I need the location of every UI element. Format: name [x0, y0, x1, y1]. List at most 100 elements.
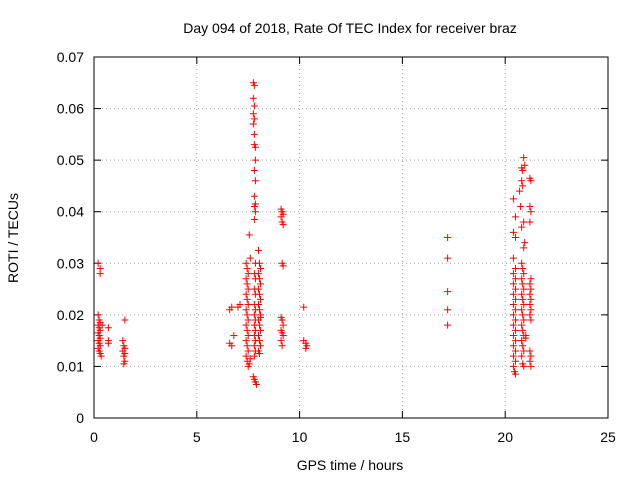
- data-point: [519, 295, 527, 303]
- data-point: [256, 337, 264, 345]
- data-point: [509, 301, 517, 309]
- data-point: [243, 280, 251, 288]
- data-point: [278, 342, 286, 350]
- plot-frame: [93, 56, 609, 419]
- data-point: [509, 321, 517, 329]
- data-point: [279, 221, 287, 229]
- y-axis-label: ROTI / TECUs: [5, 193, 21, 283]
- data-point: [511, 347, 519, 355]
- data-point: [522, 331, 530, 339]
- data-point: [517, 203, 525, 211]
- data-point: [527, 275, 535, 283]
- data-point: [256, 321, 264, 329]
- data-point: [519, 264, 527, 272]
- data-point: [511, 275, 519, 283]
- data-point: [300, 303, 308, 311]
- data-point: [279, 262, 287, 270]
- data-point: [511, 326, 519, 334]
- data-point: [120, 352, 128, 360]
- data-point: [519, 166, 527, 174]
- data-point: [257, 326, 265, 334]
- data-point: [521, 161, 529, 169]
- data-point: [526, 301, 534, 309]
- data-point: [511, 295, 519, 303]
- data-point: [444, 254, 452, 262]
- data-point: [526, 311, 534, 319]
- data-point: [519, 280, 527, 288]
- data-point: [511, 306, 519, 314]
- data-point: [242, 275, 250, 283]
- data-point: [520, 244, 528, 252]
- data-points: [94, 79, 535, 388]
- data-point: [244, 331, 252, 339]
- data-point: [526, 290, 534, 298]
- data-point: [527, 285, 535, 293]
- data-point: [244, 285, 252, 293]
- x-tick-label: 5: [193, 429, 201, 445]
- data-point: [519, 342, 527, 350]
- y-tick-label: 0.07: [57, 49, 84, 65]
- data-point: [520, 270, 528, 278]
- data-point: [242, 259, 250, 267]
- data-point: [251, 177, 259, 185]
- data-point: [520, 154, 528, 162]
- data-point: [242, 290, 250, 298]
- data-point: [254, 331, 262, 339]
- data-point: [251, 208, 259, 216]
- data-point: [511, 234, 519, 241]
- data-point: [257, 295, 265, 303]
- data-point: [121, 316, 129, 324]
- data-point: [254, 246, 262, 254]
- chart-title: Day 094 of 2018, Rate Of TEC Index for r…: [183, 20, 517, 36]
- data-point: [519, 311, 527, 319]
- data-point: [526, 357, 534, 365]
- x-tick-label: 20: [497, 429, 513, 445]
- data-point: [520, 285, 528, 293]
- data-point: [278, 316, 286, 324]
- y-tick-label: 0.04: [57, 204, 84, 220]
- data-point: [526, 347, 534, 355]
- data-point: [518, 177, 526, 185]
- data-point: [244, 270, 252, 278]
- data-point: [520, 218, 528, 226]
- x-tick-label: 0: [90, 429, 98, 445]
- data-point: [444, 288, 452, 296]
- data-point: [511, 370, 519, 378]
- data-point: [94, 311, 102, 319]
- y-tick-label: 0: [76, 410, 84, 426]
- y-tick-label: 0.03: [57, 255, 84, 271]
- x-tick-label: 15: [395, 429, 411, 445]
- data-point: [254, 270, 262, 278]
- data-point: [509, 280, 517, 288]
- data-point: [518, 290, 526, 298]
- data-point: [242, 306, 250, 314]
- axis-ticks: 0 5 10 15 20 25 0 0.01 0.02 0.03 0.04 0.05 0.06 0.07: [57, 49, 616, 445]
- data-point: [245, 360, 253, 368]
- data-point: [250, 102, 258, 110]
- data-point: [509, 270, 517, 278]
- data-point: [251, 156, 259, 164]
- data-point: [251, 143, 259, 151]
- data-point: [277, 213, 285, 221]
- data-point: [244, 316, 252, 324]
- data-point: [243, 295, 251, 303]
- data-point: [302, 344, 310, 352]
- data-point: [96, 270, 104, 278]
- data-point: [520, 362, 528, 370]
- data-point: [518, 352, 526, 360]
- data-point: [509, 352, 517, 360]
- data-point: [511, 316, 519, 324]
- data-point: [250, 130, 258, 138]
- data-point: [228, 342, 236, 350]
- y-tick-label: 0.06: [57, 101, 84, 117]
- data-point: [254, 285, 262, 293]
- data-point: [444, 321, 452, 329]
- data-point: [518, 306, 526, 314]
- data-point: [277, 337, 285, 345]
- data-point: [98, 321, 106, 329]
- data-point: [257, 264, 265, 272]
- data-point: [104, 324, 112, 332]
- data-point: [511, 285, 519, 293]
- y-tick-label: 0.02: [57, 307, 84, 323]
